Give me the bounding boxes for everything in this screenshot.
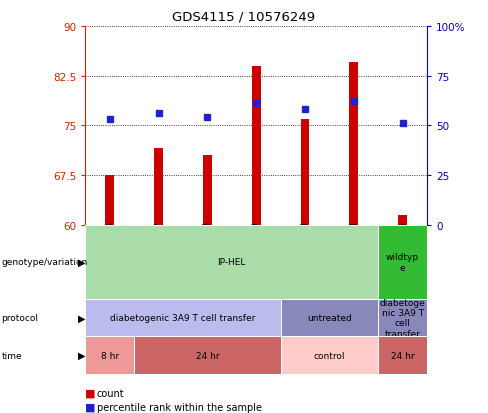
Text: diabetogenic 3A9 T cell transfer: diabetogenic 3A9 T cell transfer (110, 313, 256, 323)
Bar (301, 119, 309, 225)
Bar (329, 225, 378, 266)
Text: untreated: untreated (307, 313, 352, 323)
Text: ■: ■ (85, 388, 96, 398)
Text: GSM641873: GSM641873 (301, 220, 309, 271)
Bar (85, 225, 378, 299)
Text: diabetoge
nic 3A9 T
cell
transfer: diabetoge nic 3A9 T cell transfer (380, 298, 426, 338)
Bar (203, 156, 212, 225)
Text: 8 hr: 8 hr (101, 351, 119, 360)
Bar (281, 225, 329, 266)
Text: count: count (97, 388, 124, 398)
Text: percentile rank within the sample: percentile rank within the sample (97, 402, 262, 412)
Text: wildtyp
e: wildtyp e (386, 253, 419, 272)
Text: ■: ■ (85, 402, 96, 412)
Bar (281, 299, 378, 337)
Text: GSM641876: GSM641876 (105, 220, 114, 271)
Bar (252, 66, 261, 225)
Bar (378, 225, 427, 266)
Bar (232, 225, 281, 266)
Text: GDS4115 / 10576249: GDS4115 / 10576249 (172, 10, 316, 23)
Text: genotype/variation: genotype/variation (1, 258, 88, 267)
Text: control: control (314, 351, 345, 360)
Bar (85, 299, 281, 337)
Bar (85, 337, 134, 374)
Text: GSM641878: GSM641878 (203, 220, 212, 271)
Bar (349, 63, 358, 225)
Bar (134, 337, 281, 374)
Bar (378, 299, 427, 337)
Text: ▶: ▶ (78, 313, 86, 323)
Text: protocol: protocol (1, 313, 39, 323)
Bar (85, 225, 134, 266)
Text: ▶: ▶ (78, 350, 86, 360)
Text: GSM641879: GSM641879 (252, 221, 261, 271)
Text: GSM641875: GSM641875 (398, 221, 407, 271)
Bar (154, 149, 163, 225)
Text: GSM641877: GSM641877 (154, 220, 163, 271)
Text: 24 hr: 24 hr (196, 351, 219, 360)
Text: 24 hr: 24 hr (391, 351, 414, 360)
Text: time: time (1, 351, 22, 360)
Text: GSM641874: GSM641874 (349, 221, 358, 271)
Bar (398, 215, 407, 225)
Text: ▶: ▶ (78, 257, 86, 267)
Bar (105, 176, 114, 225)
Bar (378, 225, 427, 299)
Text: IP-HEL: IP-HEL (218, 258, 246, 267)
Bar (183, 225, 232, 266)
Bar (134, 225, 183, 266)
Bar (281, 337, 378, 374)
Bar (378, 337, 427, 374)
